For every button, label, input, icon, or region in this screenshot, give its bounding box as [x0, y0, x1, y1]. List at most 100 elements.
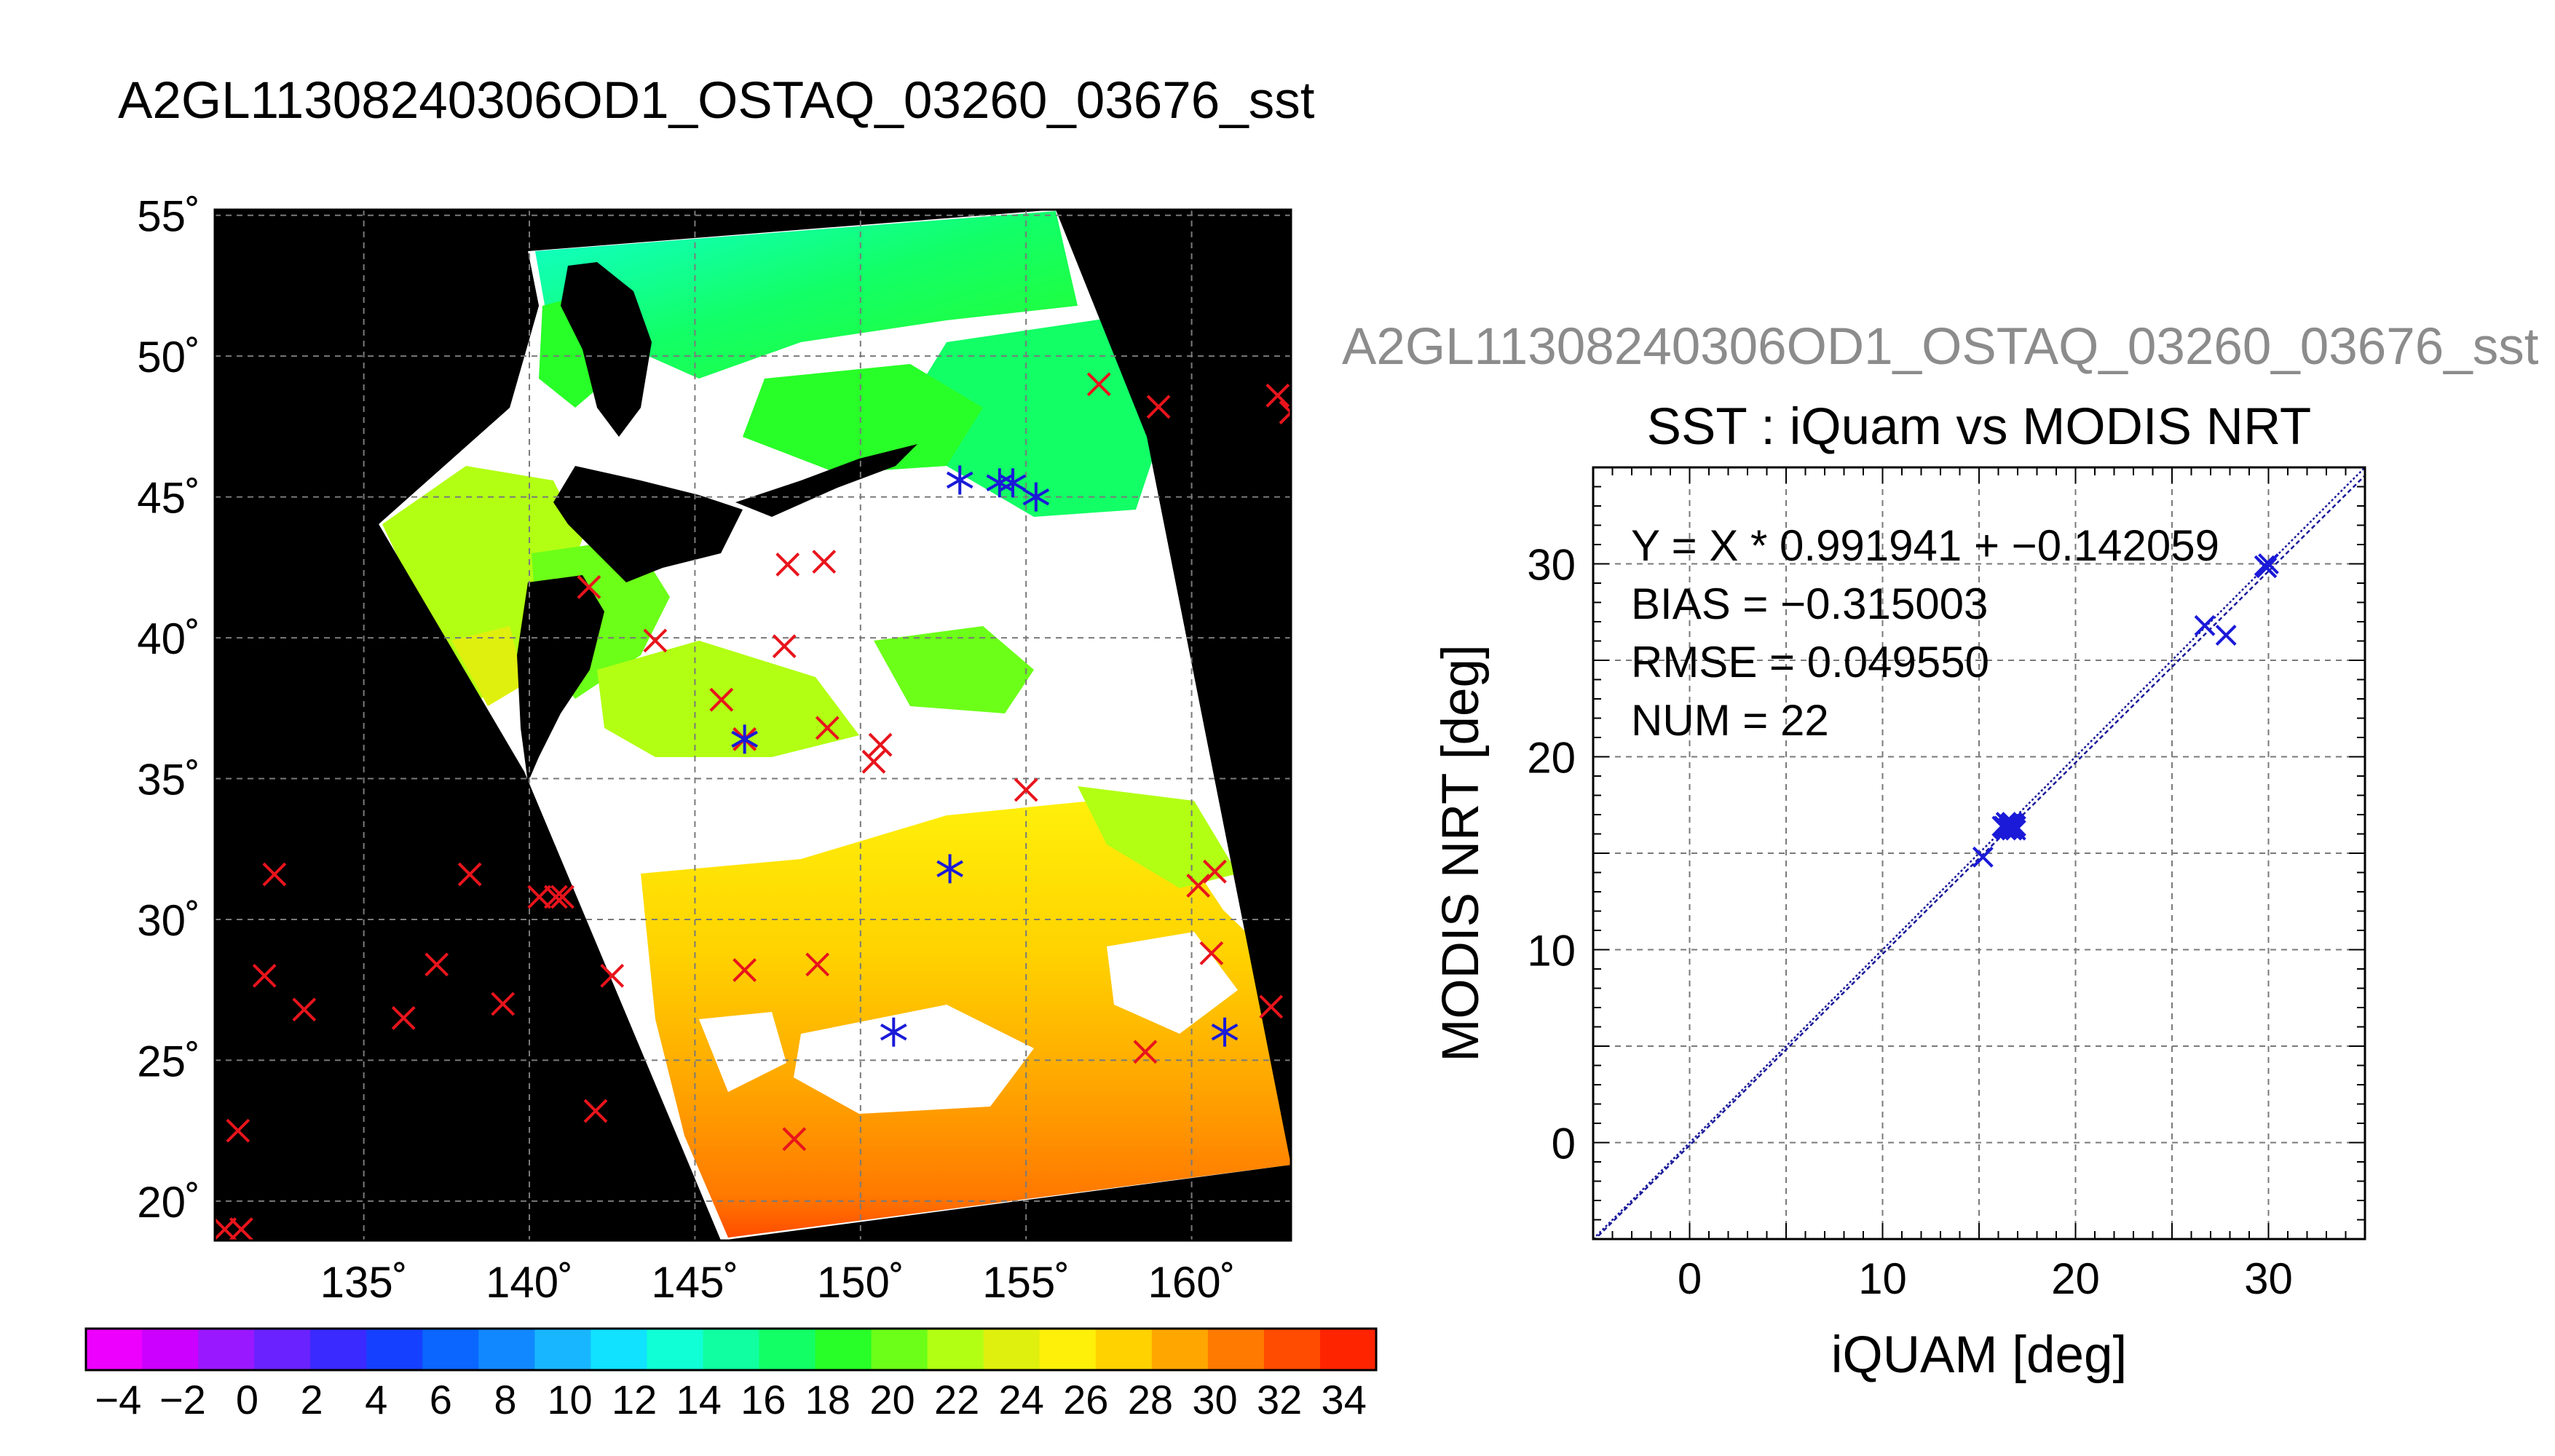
colorbar-tick-label: 16 — [741, 1377, 786, 1423]
map-lat-tick-label: 30˚ — [137, 896, 200, 945]
colorbar-cell — [366, 1329, 423, 1370]
colorbar-tick-label: 30 — [1192, 1377, 1237, 1423]
scatter-x-tick-label: 30 — [2244, 1254, 2293, 1303]
scatter-x-tick-labels: 0 10 20 30 — [1678, 1254, 2293, 1303]
map-lon-tick-label: 150˚ — [817, 1258, 904, 1307]
map-marker-blue — [986, 468, 1014, 498]
scatter-x-tick-label: 20 — [2051, 1254, 2100, 1303]
scatter-point — [2256, 557, 2278, 579]
scatter-y-tick-label: 30 — [1527, 541, 1576, 590]
map-marker-red-stroke-b — [805, 952, 830, 977]
map-marker-red-stroke-b — [583, 1099, 608, 1123]
scatter-point — [1994, 818, 2015, 839]
map-marker-red — [868, 732, 893, 757]
map-marker-blue — [1211, 1017, 1239, 1047]
scatter-y-tick-label: 0 — [1552, 1120, 1576, 1168]
map-marker-blue — [936, 854, 963, 884]
map-marker-red — [709, 687, 734, 712]
map-marker-red-stroke-b — [1279, 410, 1291, 424]
map-marker-red-stroke-b — [1146, 395, 1171, 419]
map-marker-red-stroke-b — [1086, 372, 1111, 397]
map-marker-blue-ray — [946, 471, 974, 489]
land-honshu — [517, 575, 604, 783]
colorbar-cell — [983, 1329, 1040, 1370]
map-marker-red-stroke-b — [424, 952, 449, 977]
colorbar-cell — [759, 1329, 816, 1370]
swath-region — [215, 210, 1291, 1241]
scatter-point-stroke-b — [1999, 815, 2021, 837]
outside-swath-west — [215, 210, 721, 1241]
cloud-gap-2 — [1107, 932, 1238, 1034]
map-marker-red-stroke-b — [1265, 383, 1290, 408]
colorbar-tick-label: 12 — [612, 1377, 657, 1423]
map-marker-red — [812, 550, 837, 574]
map-marker-red-stroke-b — [292, 997, 317, 1022]
colorbar-cell — [1039, 1329, 1097, 1370]
map-marker-blue-ray — [936, 860, 963, 878]
scatter-point-stroke-b — [2215, 625, 2237, 646]
map-lat-tick-label: 40˚ — [137, 614, 200, 663]
map-marker-red — [229, 1217, 253, 1241]
map-marker-red-stroke-b — [812, 550, 837, 574]
map-marker-red-stroke-b — [543, 885, 568, 909]
cloud-gap-3 — [699, 1012, 786, 1092]
map-marker-red-stroke-b — [252, 963, 277, 988]
scatter-x-tick-label: 10 — [1858, 1254, 1907, 1303]
sst-north-patch — [535, 211, 1078, 379]
cloud-gap-1 — [794, 1005, 1034, 1114]
map-marker-red-stroke-b — [709, 687, 734, 712]
colorbar-cell — [534, 1329, 591, 1370]
scatter-annotation-line: NUM = 22 — [1631, 696, 1829, 745]
scatter-x-tick-label: 0 — [1678, 1254, 1702, 1303]
map-lat-tick-label: 45˚ — [137, 474, 200, 523]
map-marker-blue — [880, 1017, 907, 1047]
map-marker-red-stroke-b — [643, 628, 668, 653]
sst-north-patch-2 — [888, 313, 1165, 517]
map-marker-red — [1202, 859, 1227, 884]
colorbar-cell — [142, 1329, 199, 1370]
scatter-y-tick-label: 10 — [1527, 927, 1576, 976]
map-marker-red — [1199, 941, 1224, 965]
map-marker-red — [457, 862, 482, 887]
map-marker-blue — [999, 468, 1027, 498]
map-marker-red-stroke-b — [457, 862, 482, 887]
colorbar-cell — [422, 1329, 479, 1370]
colorbar-cell — [927, 1329, 984, 1370]
colorbar-cell — [703, 1329, 760, 1370]
scatter-title: SST : iQuam vs MODIS NRT — [1647, 398, 2312, 456]
map-marker-red — [491, 992, 516, 1016]
colorbar-tick-label: 24 — [999, 1377, 1044, 1423]
scatter-point — [1999, 815, 2021, 837]
map-marker-red-stroke-b — [1186, 874, 1211, 898]
map-marker-red — [643, 628, 668, 653]
map-marker-red — [424, 952, 449, 977]
map-marker-red-stroke-b — [815, 716, 840, 740]
map-marker-red — [543, 885, 568, 909]
map-marker-blue-ray — [986, 474, 1014, 492]
scatter-x-axis-label: iQUAM [deg] — [1831, 1326, 2127, 1384]
sst-map: 135˚ 140˚ 145˚ 150˚ 155˚ 160˚ 20˚ 25˚ 30˚ 35˚ 40˚… — [137, 192, 1292, 1307]
map-marker-red-stroke-b — [229, 1217, 253, 1241]
map-marker-red — [550, 885, 574, 909]
scatter-points — [1972, 553, 2279, 868]
scatter-y-axis-label: MODIS NRT [deg] — [1432, 644, 1490, 1061]
map-frame — [213, 208, 1292, 1242]
colorbar-cell — [647, 1329, 704, 1370]
map-lat-tick-label: 20˚ — [137, 1178, 200, 1227]
land-sakhalin — [561, 262, 652, 437]
scatter-y-tick-label: 20 — [1527, 734, 1576, 783]
map-marker-red — [782, 1127, 807, 1152]
colorbar-cell — [591, 1329, 648, 1370]
map-marker-red-stroke-b — [600, 963, 625, 988]
map-marker-red — [600, 963, 625, 988]
scatter-fit-line — [1593, 475, 2365, 1239]
sst-central-patch — [597, 641, 859, 757]
map-marker-red-stroke-b — [775, 553, 800, 577]
secondary-title: A2GL11308240306OD1_OSTAQ_03260_03676_sst — [1342, 318, 2539, 376]
map-marker-red-stroke-b — [391, 1005, 416, 1030]
colorbar-tick-label: 2 — [301, 1377, 323, 1423]
scatter-identity-line — [1593, 467, 2365, 1239]
map-marker-blue-ray — [731, 730, 758, 748]
scatter-point-stroke-b — [2194, 614, 2216, 636]
